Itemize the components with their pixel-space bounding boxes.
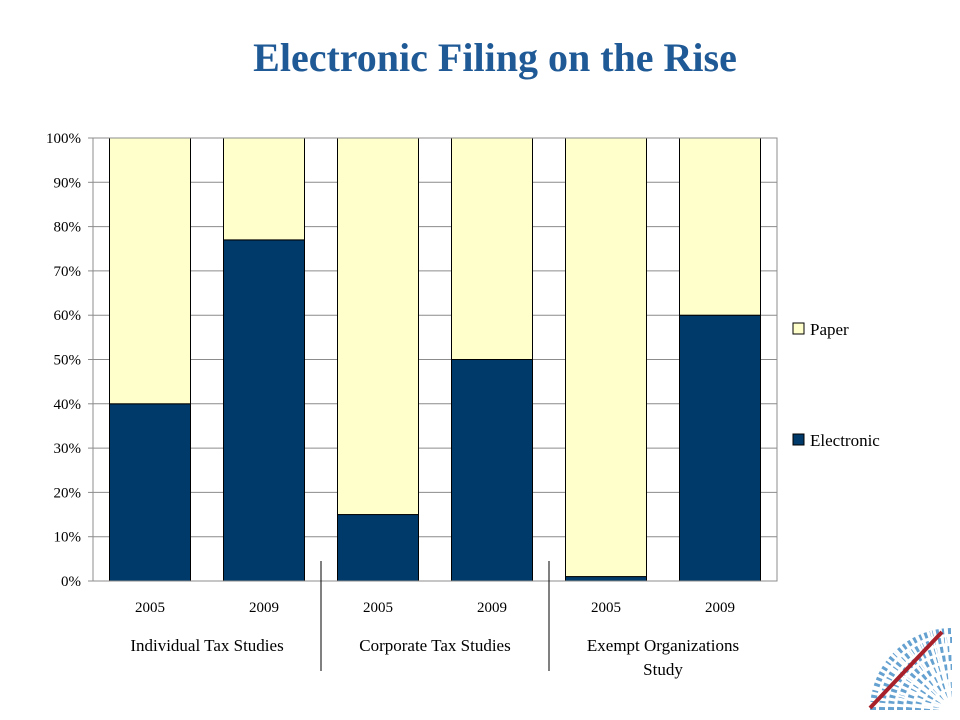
group-label: Exempt Organizations bbox=[587, 636, 739, 655]
axes bbox=[88, 137, 778, 582]
y-tick-labels: 0% 10% 20% 30% 40% 50% 60% 70% 80% 90% 100% bbox=[46, 131, 81, 590]
bar-electronic bbox=[337, 514, 419, 582]
y-tick-label: 50% bbox=[54, 353, 82, 369]
logo-ray bbox=[913, 628, 952, 710]
logo-icon bbox=[862, 628, 952, 710]
logo-ray bbox=[943, 628, 952, 710]
group-labels: Individual Tax Studies Corporate Tax Stud… bbox=[130, 561, 739, 679]
y-tick-label: 60% bbox=[54, 308, 82, 324]
gridlines bbox=[93, 137, 777, 582]
y-tick-label: 30% bbox=[54, 441, 82, 457]
bar-electronic bbox=[223, 239, 305, 582]
logo-ray bbox=[864, 685, 952, 710]
bar-paper bbox=[565, 137, 647, 578]
legend-label: Paper bbox=[810, 320, 849, 339]
x-tick-label: 2009 bbox=[477, 600, 507, 616]
y-tick-label: 70% bbox=[54, 264, 82, 280]
legend-swatch bbox=[792, 433, 805, 446]
group-label: Individual Tax Studies bbox=[130, 636, 283, 655]
x-tick-labels: 2005 2009 2005 2009 2005 2009 bbox=[135, 600, 735, 616]
logo-ray bbox=[870, 671, 952, 710]
x-tick-label: 2005 bbox=[135, 600, 165, 616]
y-tick-label: 90% bbox=[54, 175, 82, 191]
y-tick-label: 80% bbox=[54, 220, 82, 236]
logo-ray bbox=[928, 628, 952, 710]
bar-paper bbox=[451, 137, 533, 360]
group-label: Corporate Tax Studies bbox=[359, 636, 510, 655]
bar-electronic bbox=[679, 314, 761, 582]
logo-ray bbox=[877, 657, 952, 710]
logo-ray bbox=[899, 635, 952, 710]
chart-title: Electronic Filing on the Rise bbox=[253, 35, 737, 80]
logo-slash bbox=[868, 630, 944, 710]
legend-swatch bbox=[792, 322, 805, 335]
bar-electronic bbox=[565, 576, 647, 582]
bar-electronic bbox=[451, 359, 533, 582]
y-tick-label: 40% bbox=[54, 397, 82, 413]
legend: Paper Electronic bbox=[792, 320, 880, 450]
bar-paper bbox=[109, 137, 191, 405]
y-tick-label: 20% bbox=[54, 485, 82, 501]
bar-electronic bbox=[109, 403, 191, 582]
bars bbox=[109, 137, 761, 582]
y-tick-label: 0% bbox=[61, 574, 81, 590]
x-tick-label: 2005 bbox=[363, 600, 393, 616]
legend-label: Electronic bbox=[810, 431, 880, 450]
logo-arc bbox=[906, 664, 952, 710]
y-tick-label: 10% bbox=[54, 530, 82, 546]
group-label: Study bbox=[643, 660, 683, 679]
plot-border bbox=[92, 137, 778, 582]
y-tick-label: 100% bbox=[46, 131, 81, 147]
bar-paper bbox=[679, 137, 761, 316]
bar-paper bbox=[337, 137, 419, 516]
bar-paper bbox=[223, 137, 305, 241]
logo-ray bbox=[862, 701, 952, 710]
x-tick-label: 2009 bbox=[249, 600, 279, 616]
logo-ray bbox=[887, 645, 952, 710]
x-tick-label: 2005 bbox=[591, 600, 621, 616]
x-tick-label: 2009 bbox=[705, 600, 735, 616]
